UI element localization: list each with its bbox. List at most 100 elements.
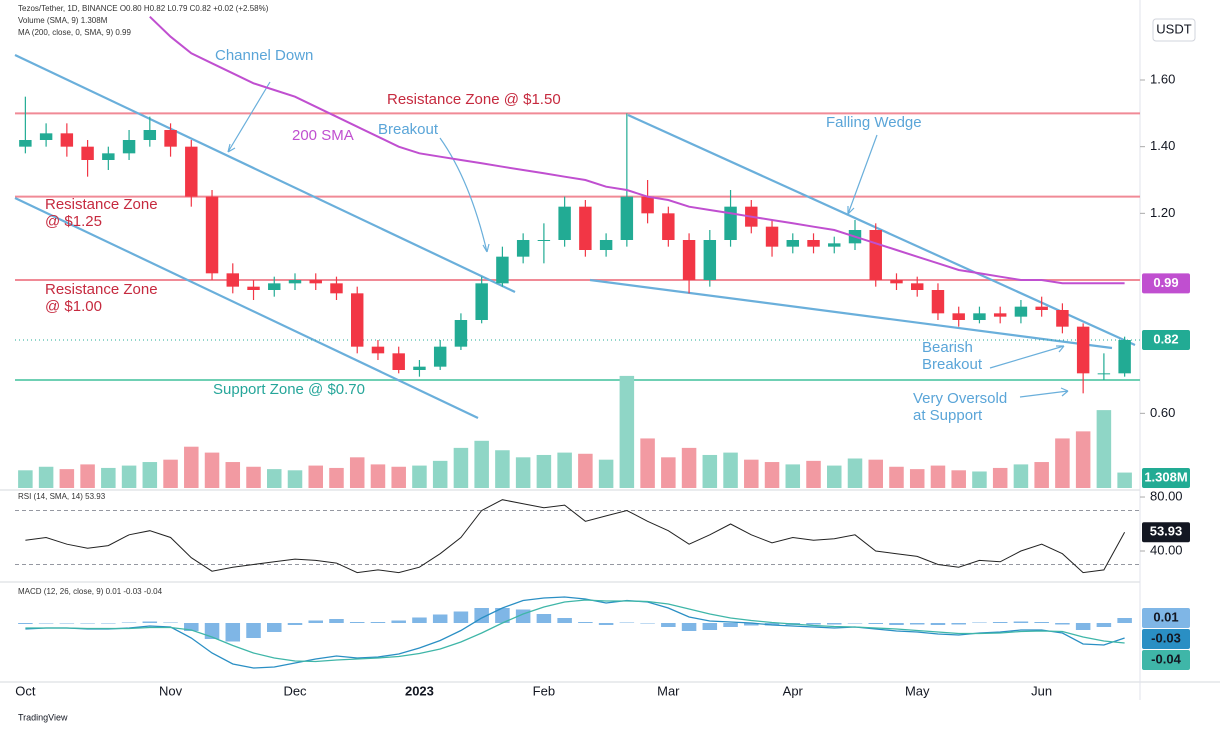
volume-label-box <box>1142 468 1190 488</box>
sma-line <box>149 15 1125 285</box>
x-tick-label: Mar <box>657 683 680 698</box>
arrow <box>847 134 878 215</box>
volume-bar <box>349 457 365 488</box>
macd-histogram-bar <box>391 620 406 623</box>
volume-bar <box>536 454 552 488</box>
rsi-value-label: 53.93 <box>1150 524 1183 539</box>
volume-bar <box>1013 464 1029 488</box>
candle-body <box>765 226 779 247</box>
volume-bar <box>184 446 199 488</box>
volume-bar <box>121 465 137 488</box>
volume-bar <box>972 471 987 488</box>
volume-bar <box>495 450 510 488</box>
zone-label: @ $1.25 <box>45 213 102 230</box>
macd-histogram-bar <box>972 622 987 623</box>
candle-body <box>599 240 613 250</box>
annotation: Channel Down <box>215 47 313 64</box>
y-tick-label: 0.60 <box>1150 405 1175 420</box>
volume-bar <box>868 459 883 488</box>
candle-body <box>724 206 737 240</box>
y-tick-label: 40.00 <box>1150 542 1183 557</box>
macd-histogram-bar <box>18 623 33 624</box>
volume-label: 1.308M <box>1144 469 1187 484</box>
candle-body <box>433 346 447 367</box>
volume-bar <box>412 465 427 488</box>
macd-value-label-box <box>1142 650 1190 670</box>
candle-body <box>993 313 1007 317</box>
volume-bar <box>287 470 303 488</box>
sma-price-label: 0.99 <box>1153 275 1178 290</box>
arrow <box>1019 387 1069 398</box>
candle-body <box>143 130 157 140</box>
macd-histogram-bar <box>598 623 614 625</box>
volume-bar <box>1055 438 1070 488</box>
volume-bar <box>723 452 738 488</box>
candle-body <box>952 313 965 320</box>
volume-bar <box>204 452 220 488</box>
macd-value-label: 0.01 <box>1153 609 1178 624</box>
candle-body <box>205 196 219 274</box>
footer-brand: TradingView <box>18 712 68 722</box>
macd-histogram-bar <box>702 623 718 630</box>
candle-body <box>579 206 592 250</box>
candle-body <box>371 346 385 354</box>
annotation: Very Oversold <box>913 390 1007 407</box>
sma-price-label-box <box>1142 273 1190 294</box>
rsi-line <box>25 499 1126 574</box>
macd-histogram-bar <box>267 623 282 632</box>
candle-body <box>60 133 74 147</box>
x-tick-label: May <box>905 683 930 698</box>
macd-histogram-bar <box>578 622 593 623</box>
zone-label: Resistance Zone <box>45 281 158 298</box>
annotation: Falling Wedge <box>826 114 922 131</box>
macd-histogram-bar <box>909 623 925 625</box>
x-tick-label: 2023 <box>405 683 434 698</box>
volume-bar <box>619 375 635 488</box>
candle-body <box>81 146 94 160</box>
volume-bar <box>308 465 323 488</box>
macd-histogram-bar <box>640 623 655 624</box>
volume-bar <box>578 453 593 488</box>
volume-bar <box>909 469 925 488</box>
macd-histogram-bar <box>38 623 54 624</box>
currency-label: USDT <box>1156 21 1191 36</box>
macd-histogram-bar <box>536 614 552 623</box>
volume-bar <box>267 469 282 488</box>
candle-body <box>931 290 945 314</box>
macd-histogram-bar <box>827 623 842 625</box>
trendline <box>589 278 1113 350</box>
candle-body <box>786 240 799 247</box>
volume-bar <box>951 470 966 488</box>
candle-body <box>268 283 281 290</box>
x-tick-label: Dec <box>283 683 307 698</box>
macd-histogram-bar <box>847 623 863 624</box>
volume-bar <box>806 460 821 488</box>
volume-bar <box>640 438 655 488</box>
candle-body <box>537 240 551 241</box>
trendline <box>14 197 479 419</box>
last-price-label: 0.82 <box>1153 331 1178 346</box>
candle-body <box>39 133 53 140</box>
macd-histogram-bar <box>495 608 510 623</box>
macd-histogram-bar <box>661 623 676 627</box>
macd-histogram-bar <box>806 623 821 625</box>
candle-body <box>19 140 32 147</box>
zone-label: Resistance Zone <box>45 196 158 213</box>
volume-bar <box>432 460 448 488</box>
candle-body <box>911 283 924 290</box>
arrow <box>439 137 490 253</box>
macd-histogram-bar <box>557 618 572 623</box>
volume-bar <box>59 469 75 488</box>
volume-bar <box>744 459 759 488</box>
volume-bar <box>163 459 178 488</box>
macd-histogram-bar <box>992 622 1008 623</box>
volume-bar <box>785 464 801 488</box>
macd-histogram-bar <box>287 623 303 625</box>
macd-histogram-bar <box>744 623 759 626</box>
candle-body <box>454 320 468 347</box>
annotation: at Support <box>913 407 983 424</box>
candle-body <box>309 280 322 284</box>
candle-body <box>1118 340 1131 374</box>
volume-bar <box>681 447 697 488</box>
candle-body <box>682 240 696 280</box>
